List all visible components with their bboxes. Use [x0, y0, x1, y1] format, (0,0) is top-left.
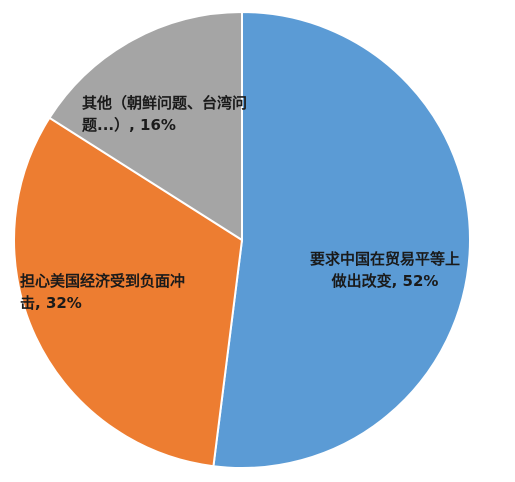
data-label: 其他（朝鲜问题、台湾问题...）, 16% [82, 92, 252, 136]
data-label: 要求中国在贸易平等上做出改变, 52% [305, 248, 465, 292]
value-label: 32% [45, 294, 82, 312]
value-label: 52% [402, 272, 439, 290]
pie-slice [212, 10, 471, 469]
category-label: 要求中国在贸易平等上做出改变, [309, 250, 460, 290]
category-label: 担心美国经济受到负面冲击, [20, 272, 186, 312]
value-label: 16% [140, 116, 176, 134]
pie-slice [48, 10, 243, 242]
category-label: 其他（朝鲜问题、台湾问题...）, [82, 94, 248, 134]
data-label: 担心美国经济受到负面冲击, 32% [20, 270, 205, 314]
